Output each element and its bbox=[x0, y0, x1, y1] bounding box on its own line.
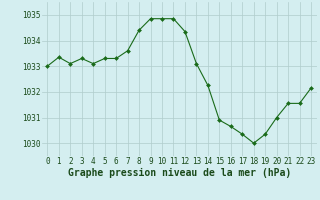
X-axis label: Graphe pression niveau de la mer (hPa): Graphe pression niveau de la mer (hPa) bbox=[68, 168, 291, 178]
